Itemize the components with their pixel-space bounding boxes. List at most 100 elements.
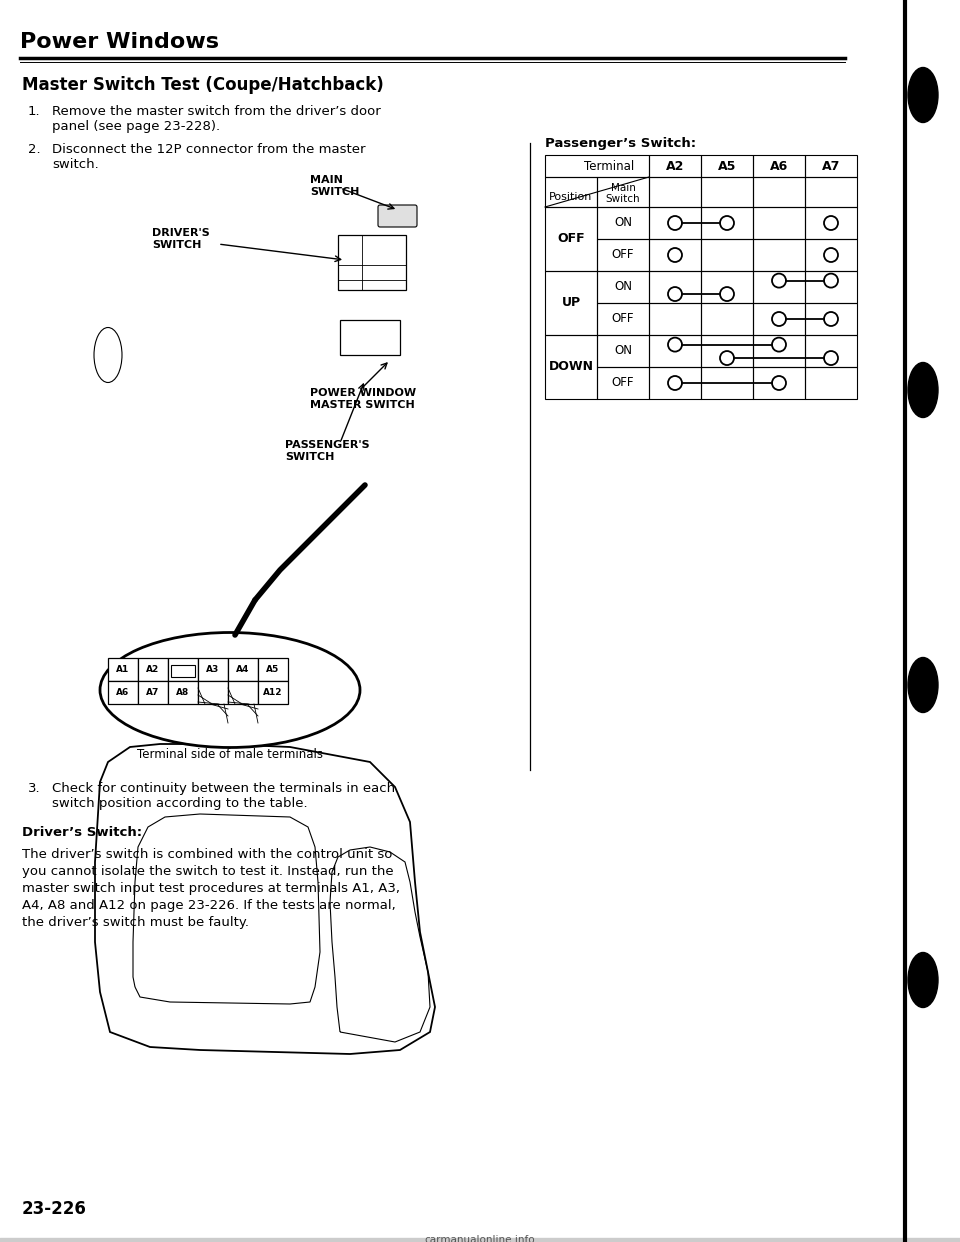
Bar (545, 271, 597, 335)
Bar (597, 178, 649, 207)
Bar (228, 658, 258, 681)
Text: ON: ON (614, 281, 632, 293)
Ellipse shape (908, 363, 938, 417)
Bar (805, 238, 857, 271)
Bar (753, 207, 805, 238)
Text: ON: ON (614, 344, 632, 358)
Bar (198, 658, 228, 681)
Bar (753, 238, 805, 271)
Bar (753, 271, 805, 303)
Bar (171, 664, 195, 677)
Bar (701, 238, 753, 271)
Bar (168, 681, 198, 704)
Text: carmanualonline.info: carmanualonline.info (424, 1235, 536, 1242)
Text: A3: A3 (206, 664, 220, 674)
Bar (545, 178, 597, 207)
Text: PASSENGER'S
SWITCH: PASSENGER'S SWITCH (285, 440, 370, 462)
Text: A2: A2 (146, 664, 159, 674)
Text: Power Windows: Power Windows (20, 32, 219, 52)
Bar (805, 335, 857, 366)
Ellipse shape (908, 67, 938, 123)
Bar (701, 335, 753, 366)
Bar (701, 303, 753, 335)
Text: Passenger’s Switch:: Passenger’s Switch: (545, 137, 696, 150)
Text: Terminal side of male terminals: Terminal side of male terminals (137, 748, 323, 761)
Ellipse shape (908, 953, 938, 1007)
Text: A2: A2 (666, 159, 684, 173)
Bar (805, 303, 857, 335)
Text: A8: A8 (177, 688, 190, 697)
Text: 23-226: 23-226 (22, 1200, 86, 1218)
Bar (545, 155, 649, 178)
Text: OFF: OFF (557, 232, 585, 246)
Text: OFF: OFF (612, 376, 635, 390)
Text: A5: A5 (266, 664, 279, 674)
Text: MAIN
SWITCH: MAIN SWITCH (310, 175, 359, 196)
Bar (597, 366, 649, 399)
FancyBboxPatch shape (378, 205, 417, 227)
Bar (701, 366, 753, 399)
Ellipse shape (100, 632, 360, 748)
Bar (597, 207, 649, 238)
Bar (340, 320, 400, 355)
Text: OFF: OFF (612, 248, 635, 262)
Bar (168, 658, 198, 681)
Text: ON: ON (614, 216, 632, 230)
Text: A12: A12 (263, 688, 283, 697)
Bar (753, 303, 805, 335)
Text: Check for continuity between the terminals in each
switch position according to : Check for continuity between the termina… (52, 782, 396, 810)
Text: A6: A6 (770, 159, 788, 173)
Bar (597, 335, 649, 366)
Text: A6: A6 (116, 688, 130, 697)
Text: Remove the master switch from the driver’s door
panel (see page 23-228).: Remove the master switch from the driver… (52, 106, 381, 133)
Bar (108, 681, 138, 704)
Text: 2.: 2. (28, 143, 40, 156)
Bar (649, 178, 701, 207)
Bar (138, 681, 168, 704)
Text: Master Switch Test (Coupe/Hatchback): Master Switch Test (Coupe/Hatchback) (22, 76, 384, 94)
Bar (649, 366, 701, 399)
Bar (597, 303, 649, 335)
Bar (649, 335, 701, 366)
Text: The driver’s switch is combined with the control unit so
you cannot isolate the : The driver’s switch is combined with the… (22, 848, 400, 929)
Bar (701, 178, 753, 207)
Bar (649, 238, 701, 271)
Bar (338, 235, 406, 289)
Bar (108, 658, 138, 681)
Text: Disconnect the 12P connector from the master
switch.: Disconnect the 12P connector from the ma… (52, 143, 366, 171)
Text: A7: A7 (822, 159, 840, 173)
Bar (753, 366, 805, 399)
Text: Position: Position (549, 191, 592, 201)
Bar (649, 271, 701, 303)
Bar (753, 335, 805, 366)
Text: 3.: 3. (28, 782, 40, 795)
Text: Driver’s Switch:: Driver’s Switch: (22, 826, 142, 840)
Bar (138, 658, 168, 681)
Text: DRIVER'S
SWITCH: DRIVER'S SWITCH (152, 229, 209, 250)
Bar (545, 335, 597, 399)
Bar (701, 207, 753, 238)
Bar (805, 155, 857, 178)
Bar (701, 155, 753, 178)
Text: 1.: 1. (28, 106, 40, 118)
Bar (805, 207, 857, 238)
Bar (805, 178, 857, 207)
Bar (649, 207, 701, 238)
Bar (753, 155, 805, 178)
Bar (649, 155, 701, 178)
Text: A1: A1 (116, 664, 130, 674)
Ellipse shape (908, 657, 938, 713)
Text: Terminal: Terminal (585, 159, 635, 173)
Bar (597, 238, 649, 271)
Bar (805, 366, 857, 399)
Bar (753, 178, 805, 207)
Text: UP: UP (562, 297, 581, 309)
Text: A4: A4 (236, 664, 250, 674)
Bar (228, 681, 258, 704)
Text: DOWN: DOWN (548, 360, 593, 374)
Bar (198, 681, 228, 704)
Bar (649, 303, 701, 335)
Text: POWER WINDOW
MASTER SWITCH: POWER WINDOW MASTER SWITCH (310, 388, 416, 410)
Bar (701, 271, 753, 303)
Text: OFF: OFF (612, 313, 635, 325)
